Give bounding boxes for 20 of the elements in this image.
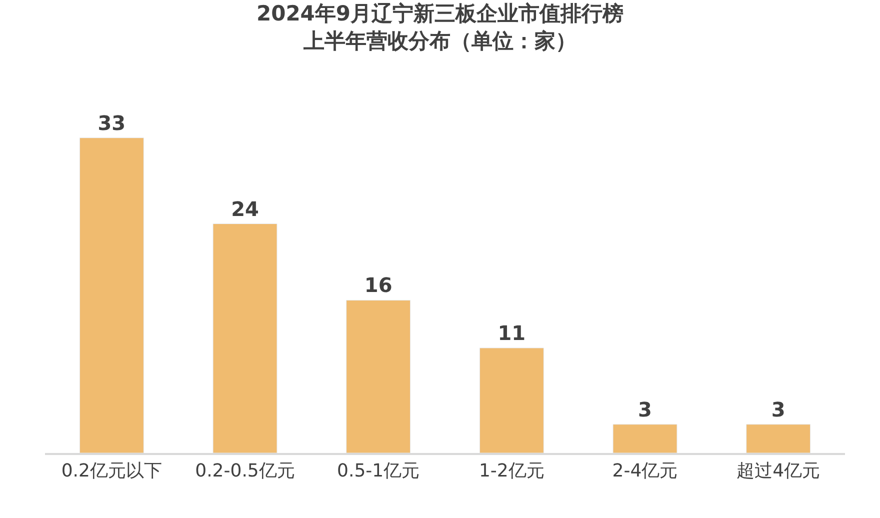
x-tick-label: 1-2亿元 [478, 460, 544, 482]
chart-title: 2024年9月辽宁新三板企业市值排行榜 [256, 2, 624, 26]
chart-subtitle: 上半年营收分布（单位：家） [302, 29, 576, 54]
x-tick-label: 0.2亿元以下 [61, 460, 162, 482]
x-tick-label: 2-4亿元 [612, 460, 678, 482]
bar [79, 138, 144, 453]
data-label: 11 [498, 320, 526, 345]
bar [479, 348, 544, 453]
bar [346, 300, 411, 453]
data-label: 24 [231, 196, 259, 221]
data-label: 3 [638, 397, 652, 422]
bar [612, 424, 678, 453]
x-tick-label: 0.2-0.5亿元 [195, 460, 295, 482]
x-tick-label: 0.5-1亿元 [337, 460, 420, 482]
data-label: 3 [771, 397, 786, 422]
data-label: 33 [98, 110, 126, 135]
data-label: 16 [364, 273, 392, 298]
x-tick-label: 超过4亿元 [736, 460, 820, 482]
bar [212, 224, 278, 453]
bar [746, 424, 811, 453]
